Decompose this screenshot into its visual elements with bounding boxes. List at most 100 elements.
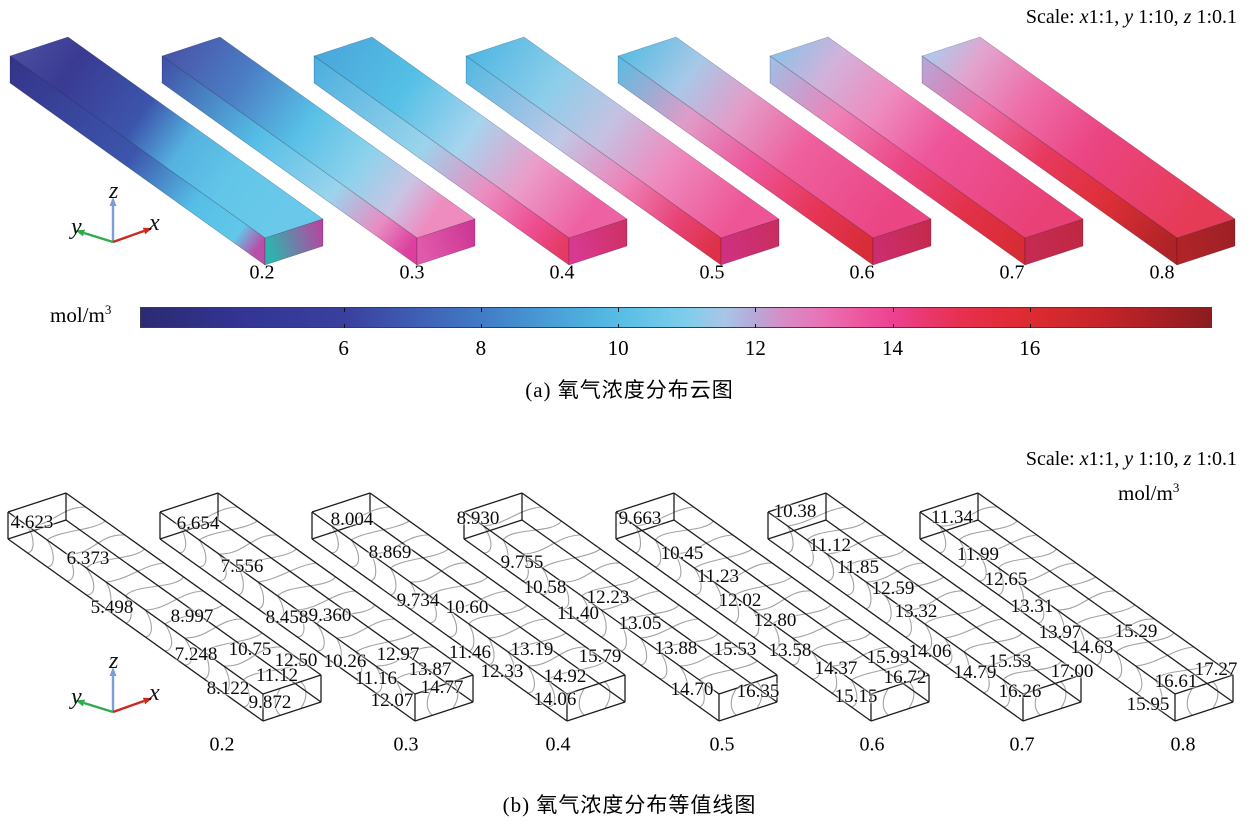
panel-a-scale-note: Scale: x1:1, y 1:10, z 1:0.1	[1026, 6, 1237, 29]
slab-a-0.2	[9, 36, 324, 266]
contour-label: 13.32	[894, 601, 938, 622]
contour-label: 7.556	[220, 556, 264, 577]
slab-b-0.7	[767, 492, 1082, 722]
z-axis-label: z	[108, 648, 119, 674]
contour-label: 10.60	[445, 597, 489, 618]
slab-a-0.8	[921, 36, 1236, 266]
slab-a-0.6	[617, 36, 932, 266]
contour-label: 10.45	[660, 543, 704, 564]
colorbar-tick-mark	[618, 324, 620, 328]
contour-label: 6.373	[66, 548, 110, 569]
scale-segment: Scale:	[1025, 448, 1080, 470]
contour-label: 13.87	[408, 659, 452, 680]
contour-label: 13.88	[654, 638, 698, 659]
y-axis-label: y	[69, 684, 82, 710]
colorbar-tick-mark	[892, 324, 894, 328]
contour-label: 15.53	[713, 639, 757, 660]
contour-label: 15.79	[578, 646, 622, 667]
contour-label: 16.72	[883, 667, 927, 688]
scale-segment: y	[1124, 6, 1134, 28]
contour-label: 16.26	[998, 681, 1042, 702]
slab-value-label: 0.6	[859, 733, 885, 756]
colorbar-tick-mark	[480, 324, 482, 328]
scale-segment: y	[1124, 448, 1134, 470]
contour-label: 12.02	[718, 590, 762, 611]
colorbar	[140, 307, 1212, 328]
contour-label: 16.35	[736, 681, 780, 702]
contour-label: 15.95	[1126, 694, 1170, 715]
slab-value-label: 0.7	[1009, 733, 1035, 756]
slab-a-0.5	[465, 36, 780, 266]
contour-label: 10.58	[523, 577, 567, 598]
contour-label: 12.07	[370, 690, 414, 711]
scale-segment: 1:10	[1133, 6, 1174, 28]
slab-value-label: 0.6	[849, 261, 875, 284]
contour-label: 14.37	[814, 658, 858, 679]
contour-label: 15.53	[988, 651, 1032, 672]
slab-b-0.8	[919, 492, 1234, 722]
contour-label: 9.360	[308, 605, 352, 626]
contour-label: 13.97	[1038, 622, 1082, 643]
slab-b-0.2	[7, 492, 322, 722]
colorbar-tick-mark	[755, 308, 757, 312]
scale-segment: 1:10	[1133, 448, 1174, 470]
x-axis-label: x	[148, 680, 160, 706]
contour-label: 11.23	[696, 566, 740, 587]
slab-b-0.4	[311, 492, 626, 722]
slab-value-label: 0.5	[709, 733, 735, 756]
colorbar-tick-label: 10	[607, 336, 629, 360]
contour-label: 11.34	[930, 507, 974, 528]
scale-segment: 1:1	[1088, 448, 1115, 470]
slab-b-0.6	[615, 492, 930, 722]
contour-label: 6.654	[176, 513, 220, 534]
axis-triad-b: zy x	[69, 648, 160, 714]
slab-value-label: 0.2	[249, 261, 275, 284]
contour-label: 11.12	[808, 535, 852, 556]
contour-label: 14.06	[908, 641, 952, 662]
contour-label: 13.58	[768, 640, 812, 661]
contour-label: 10.26	[323, 651, 367, 672]
contour-label: 11.16	[354, 668, 398, 689]
panel-a-colorbar-unit: mol/m3	[50, 302, 112, 327]
x-axis-arrow	[112, 699, 145, 714]
contour-label: 15.15	[834, 686, 878, 707]
colorbar-tick-mark	[755, 324, 757, 328]
axis-triad-a: zy x	[69, 178, 160, 244]
colorbar-tick-mark	[480, 308, 482, 312]
scale-segment: 1:0.1	[1191, 6, 1237, 28]
colorbar-tick-mark	[343, 324, 345, 328]
scale-segment: 1:1	[1088, 6, 1115, 28]
contour-label: 12.65	[984, 569, 1028, 590]
contour-label: 11.85	[836, 557, 880, 578]
contour-label: 11.99	[956, 544, 1000, 565]
contour-label: 17.00	[1050, 661, 1094, 682]
colorbar-tick-mark	[618, 308, 620, 312]
contour-label: 14.63	[1070, 637, 1114, 658]
contour-label: 16.61	[1154, 671, 1198, 692]
contour-label: 13.19	[510, 639, 554, 660]
contour-label: 5.498	[90, 597, 134, 618]
contour-label: 12.59	[871, 578, 915, 599]
contour-label: 14.70	[670, 679, 714, 700]
z-axis-label: z	[108, 178, 119, 204]
slab-value-label: 0.8	[1170, 733, 1196, 756]
contour-label: 13.31	[1010, 596, 1054, 617]
contour-label: 9.663	[618, 508, 662, 529]
scale-segment: ,	[1114, 6, 1125, 28]
contour-label: 8.122	[206, 678, 250, 699]
slab-value-label: 0.8	[1149, 261, 1175, 284]
slab-value-label: 0.3	[399, 261, 425, 284]
slab-value-label: 0.7	[999, 261, 1025, 284]
contour-label: 10.38	[773, 501, 817, 522]
contour-label: 8.997	[170, 606, 214, 627]
colorbar-tick-label: 12	[744, 336, 766, 360]
contour-label: 12.80	[753, 610, 797, 631]
colorbar-tick-mark	[343, 308, 345, 312]
x-axis-arrow	[112, 229, 145, 244]
contour-label: 8.458	[265, 607, 309, 628]
colorbar-tick-label: 14	[882, 336, 904, 360]
contour-label: 12.23	[586, 587, 630, 608]
contour-label: 12.97	[376, 644, 420, 665]
slab-b-0.3	[159, 492, 474, 722]
